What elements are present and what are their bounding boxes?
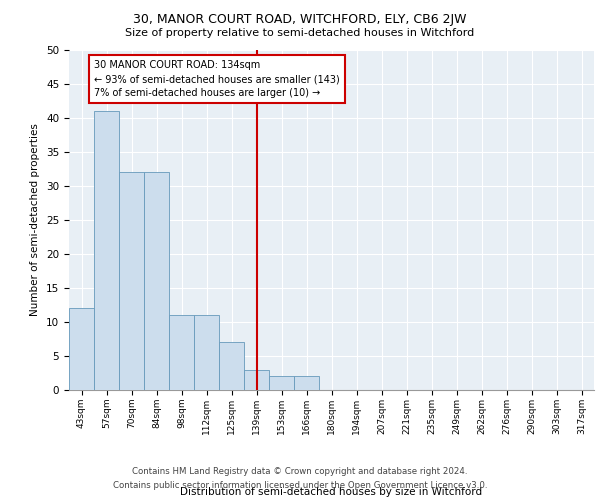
Bar	[194, 315, 219, 390]
Bar	[244, 370, 269, 390]
Text: Size of property relative to semi-detached houses in Witchford: Size of property relative to semi-detach…	[125, 28, 475, 38]
Text: Contains HM Land Registry data © Crown copyright and database right 2024.: Contains HM Land Registry data © Crown c…	[132, 467, 468, 476]
Bar	[219, 342, 244, 390]
Text: 30, MANOR COURT ROAD, WITCHFORD, ELY, CB6 2JW: 30, MANOR COURT ROAD, WITCHFORD, ELY, CB…	[133, 12, 467, 26]
Bar	[119, 172, 144, 390]
Y-axis label: Number of semi-detached properties: Number of semi-detached properties	[31, 124, 40, 316]
Text: Contains public sector information licensed under the Open Government Licence v3: Contains public sector information licen…	[113, 481, 487, 490]
Bar	[69, 308, 94, 390]
Bar	[294, 376, 319, 390]
Bar	[169, 315, 194, 390]
Bar	[94, 111, 119, 390]
X-axis label: Distribution of semi-detached houses by size in Witchford: Distribution of semi-detached houses by …	[181, 487, 482, 497]
Bar	[269, 376, 294, 390]
Text: 30 MANOR COURT ROAD: 134sqm
← 93% of semi-detached houses are smaller (143)
7% o: 30 MANOR COURT ROAD: 134sqm ← 93% of sem…	[94, 60, 340, 98]
Bar	[144, 172, 169, 390]
